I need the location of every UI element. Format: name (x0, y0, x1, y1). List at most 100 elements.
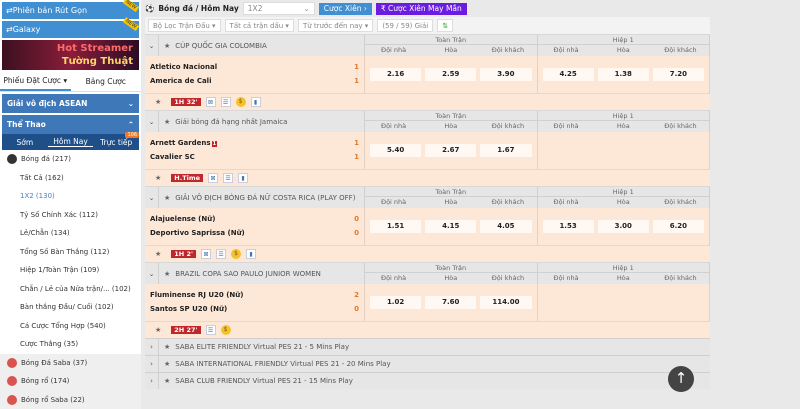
chevron-down-icon[interactable]: ⌄ (145, 263, 159, 284)
league-name[interactable]: ›★SABA CLUB FRIENDLY Virtual PES 21 - 15… (145, 373, 710, 389)
sport-item[interactable]: Bóng rổ (174) (0, 372, 141, 391)
star-icon[interactable]: ★ (164, 360, 170, 368)
sort-icon[interactable]: ⇅ (437, 19, 453, 32)
odds-button[interactable]: 5.40 (370, 144, 421, 157)
star-icon[interactable]: ★ (164, 343, 170, 351)
sidebar-market-item[interactable]: Chẵn / Lẻ của Nửa trận/... (102) (0, 280, 141, 299)
asean-panel[interactable]: Giải vô địch ASEAN⌄ (2, 94, 139, 113)
scroll-to-top-button[interactable]: ↑ (668, 366, 694, 392)
market-select[interactable]: 1X2⌄ (243, 2, 315, 15)
tab-early[interactable]: Sớm (2, 138, 48, 147)
odds-button[interactable]: 2.67 (425, 144, 476, 157)
sidebar-market-item[interactable]: Hiệp 1/Toàn Trận (109) (0, 261, 141, 280)
odds-button[interactable]: 114.00 (480, 296, 531, 309)
odds-button[interactable]: 7.60 (425, 296, 476, 309)
league-count-filter[interactable]: (59 / 59) Giải (377, 19, 433, 32)
team-home[interactable]: Fluminense RJ U20 (Nữ)2 (150, 288, 359, 302)
league-name[interactable]: ⌄★Giải bóng đá hạng nhất Jamaica (145, 111, 365, 132)
odds-button[interactable]: 1.02 (370, 296, 421, 309)
team-name: America de Cali (150, 77, 211, 85)
stats-icon[interactable]: ⊠ (206, 97, 216, 107)
list-icon[interactable]: ☰ (223, 173, 233, 183)
league-name[interactable]: ⌄★BRAZIL COPA SAO PAULO JUNIOR WOMEN (145, 263, 365, 284)
sidebar-market-item[interactable]: Tất Cả (162) (0, 169, 141, 188)
parlay-button[interactable]: Cược Xiên › (319, 3, 372, 15)
odds-button[interactable]: 1.38 (598, 68, 649, 81)
odds-button[interactable]: 1.53 (543, 220, 594, 233)
team-away[interactable]: Deportivo Saprissa (Nữ)0 (150, 226, 359, 240)
team-home[interactable]: Alajuelense (Nữ)0 (150, 212, 359, 226)
stats-icon[interactable]: ⊠ (201, 249, 211, 259)
list-icon[interactable]: ☰ (206, 325, 216, 335)
league-header-collapsed[interactable]: ›★SABA ELITE FRIENDLY Virtual PES 21 - 5… (145, 338, 710, 355)
odds-button[interactable]: 2.59 (425, 68, 476, 81)
odds-button[interactable]: 4.15 (425, 220, 476, 233)
chevron-down-icon[interactable]: ⌄ (145, 35, 159, 56)
odds-button[interactable]: 6.20 (653, 220, 704, 233)
league-name[interactable]: ⌄★GIẢI VÔ ĐỊCH BÓNG ĐÁ NỮ COSTA RICA (PL… (145, 187, 365, 208)
sport-football[interactable]: Bóng đá (217) (0, 150, 141, 169)
tab-today[interactable]: Hôm Nay (48, 137, 94, 147)
league-header-collapsed[interactable]: ›★SABA CLUB FRIENDLY Virtual PES 21 - 15… (145, 372, 710, 389)
star-icon[interactable]: ★ (164, 377, 170, 385)
star-icon[interactable]: ★ (164, 118, 170, 126)
league-name[interactable]: ›★SABA ELITE FRIENDLY Virtual PES 21 - 5… (145, 339, 710, 355)
bar-chart-icon[interactable]: ▮ (246, 249, 256, 259)
coin-icon[interactable]: $ (231, 249, 241, 259)
star-icon[interactable]: ★ (164, 270, 170, 278)
all-matches-filter[interactable]: Tất cả trận dấu ▾ (225, 19, 294, 32)
odds-button[interactable]: 1.67 (480, 144, 531, 157)
bet-list-tab[interactable]: Bảng Cược (71, 73, 142, 90)
league-name[interactable]: ⌄★CÚP QUỐC GIA COLOMBIA (145, 35, 365, 56)
sidebar-market-item[interactable]: Lẻ/Chẵn (134) (0, 224, 141, 243)
odds-button[interactable]: 7.20 (653, 68, 704, 81)
favorite-star-icon[interactable]: ★ (155, 250, 161, 258)
coin-icon[interactable]: $ (236, 97, 246, 107)
odds-button[interactable]: 3.00 (598, 220, 649, 233)
list-icon[interactable]: ☰ (221, 97, 231, 107)
lucky-parlay-button[interactable]: ₹ Cược Xiên May Mắn (376, 3, 467, 15)
chevron-down-icon[interactable]: ⌄ (145, 187, 159, 208)
match-filter[interactable]: Bộ Lọc Trận Đấu ▾ (148, 19, 221, 32)
odds-button[interactable]: 4.05 (480, 220, 531, 233)
team-away[interactable]: Santos SP U20 (Nữ)0 (150, 302, 359, 316)
list-icon[interactable]: ☰ (216, 249, 226, 259)
odds-button[interactable]: 4.25 (543, 68, 594, 81)
league-header-collapsed[interactable]: ›★SABA INTERNATIONAL FRIENDLY Virtual PE… (145, 355, 710, 372)
stats-icon[interactable]: ⊠ (208, 173, 218, 183)
chevron-right-icon[interactable]: › (145, 373, 159, 389)
league-name[interactable]: ›★SABA INTERNATIONAL FRIENDLY Virtual PE… (145, 356, 710, 372)
sidebar-market-item[interactable]: Tỷ Số Chính Xác (112) (0, 206, 141, 225)
favorite-star-icon[interactable]: ★ (155, 174, 161, 182)
chevron-down-icon[interactable]: ⌄ (145, 111, 159, 132)
chevron-right-icon[interactable]: › (145, 356, 159, 372)
favorite-star-icon[interactable]: ★ (155, 98, 161, 106)
time-filter[interactable]: Từ trước đến nay ▾ (298, 19, 373, 32)
odds-button[interactable]: 2.16 (370, 68, 421, 81)
star-icon[interactable]: ★ (164, 194, 170, 202)
sport-item[interactable]: Bóng Đá Saba (37) (0, 354, 141, 373)
sidebar-market-item[interactable]: Cược Thắng (35) (0, 335, 141, 354)
bet-slip-tab[interactable]: Phiếu Đặt Cược ▾ (0, 72, 71, 91)
star-icon[interactable]: ★ (164, 42, 170, 50)
sports-panel[interactable]: Thể Thao⌃ (2, 115, 139, 134)
bar-chart-icon[interactable]: ▮ (238, 173, 248, 183)
bar-chart-icon[interactable]: ▮ (251, 97, 261, 107)
sidebar-market-item[interactable]: Tổng Số Bàn Thắng (112) (0, 243, 141, 262)
odds-button[interactable]: 1.51 (370, 220, 421, 233)
sidebar-market-item[interactable]: 1X2 (130) (0, 187, 141, 206)
chevron-right-icon[interactable]: › (145, 339, 159, 355)
sidebar-market-item[interactable]: Cá Cược Tổng Hợp (540) (0, 317, 141, 336)
coin-icon[interactable]: $ (221, 325, 231, 335)
odds-button[interactable]: 3.90 (480, 68, 531, 81)
favorite-star-icon[interactable]: ★ (155, 326, 161, 334)
sidebar-market-item[interactable]: Bàn thắng Đầu/ Cuối (102) (0, 298, 141, 317)
